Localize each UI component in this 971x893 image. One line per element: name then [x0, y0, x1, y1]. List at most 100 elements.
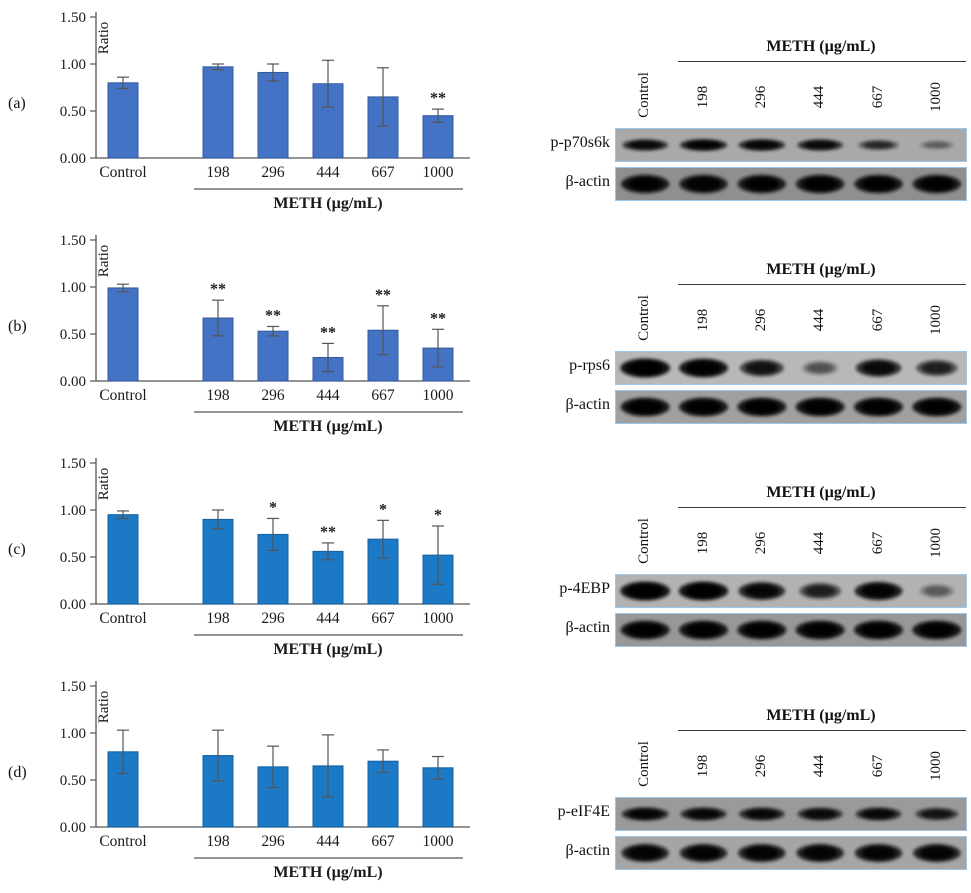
- blot-lane-label-296: 296: [753, 531, 769, 555]
- blot-lane-label-control: Control: [636, 518, 652, 564]
- blot-lane-label-667: 667: [870, 85, 886, 109]
- blot-strip-protein-c: [615, 574, 967, 608]
- svg-text:667: 667: [371, 610, 395, 627]
- blot-lane-label-1000: 1000: [928, 528, 944, 558]
- svg-text:667: 667: [371, 833, 395, 850]
- blot-meth-header: METH (µg/mL): [766, 484, 876, 501]
- bar-chart-a: 0.00 0.50 1.00 1.50 Ratio Control 198 296 444 667…: [60, 10, 470, 212]
- blot-meth-header: METH (µg/mL): [766, 38, 876, 55]
- svg-text:1000: 1000: [423, 164, 454, 181]
- svg-text:METH (µg/mL): METH (µg/mL): [273, 864, 382, 881]
- blot-lane-label-198: 198: [695, 308, 711, 332]
- blot-lane-label-1000: 1000: [928, 751, 944, 781]
- svg-text:Control: Control: [99, 610, 146, 627]
- svg-text:198: 198: [206, 387, 230, 404]
- svg-text:198: 198: [206, 833, 230, 850]
- blot-protein-label: p-eIF4E: [557, 803, 610, 820]
- svg-text:**: **: [375, 287, 391, 304]
- figure-row-a: (a) 0.00 0.50 1.00 1.50 Ratio Control 198 296 44…: [0, 0, 971, 223]
- panel-letter-c: (c): [8, 541, 26, 558]
- svg-text:1.50: 1.50: [60, 10, 86, 26]
- blot-protein-label: p-p70s6k: [550, 134, 610, 151]
- svg-text:1.50: 1.50: [60, 679, 86, 695]
- bar-chart-d: 0.00 0.50 1.00 1.50 Ratio Control 198 296 444 667…: [60, 679, 470, 881]
- blot-header-underline: [678, 730, 966, 731]
- blot-meth-header: METH (µg/mL): [766, 707, 876, 724]
- svg-text:0.50: 0.50: [60, 773, 86, 789]
- blot-header-underline: [678, 507, 966, 508]
- svg-text:444: 444: [316, 164, 340, 181]
- blot-header-underline: [678, 61, 966, 62]
- blot-strip-actin-c: [615, 613, 967, 647]
- svg-text:667: 667: [371, 387, 395, 404]
- blot-lane-label-control: Control: [636, 741, 652, 787]
- svg-text:1.00: 1.00: [60, 280, 86, 296]
- svg-text:METH (µg/mL): METH (µg/mL): [273, 195, 382, 212]
- blot-lane-label-444: 444: [811, 531, 827, 555]
- blot-protein-label: p-rps6: [569, 357, 610, 374]
- figure-row-d: (d) 0.00 0.50 1.00 1.50 Ratio Control 198 296 44…: [0, 669, 971, 892]
- svg-text:1000: 1000: [423, 833, 454, 850]
- svg-text:0.50: 0.50: [60, 104, 86, 120]
- svg-text:0.50: 0.50: [60, 550, 86, 566]
- blot-lane-label-198: 198: [695, 531, 711, 555]
- svg-text:**: **: [430, 310, 446, 327]
- svg-text:444: 444: [316, 833, 340, 850]
- svg-text:Ratio: Ratio: [96, 468, 112, 501]
- blot-strip-protein-d: [615, 797, 967, 831]
- figure-row-b: (b) 0.00 0.50 1.00 1.50 Ratio Control ** 198 ** 2…: [0, 223, 971, 446]
- svg-text:0.00: 0.00: [60, 374, 86, 390]
- svg-text:Control: Control: [99, 164, 146, 181]
- blot-strip-protein-a: [615, 128, 967, 162]
- svg-text:198: 198: [206, 610, 230, 627]
- blot-header-underline: [678, 284, 966, 285]
- svg-text:0.50: 0.50: [60, 327, 86, 343]
- blot-lane-label-667: 667: [870, 754, 886, 778]
- blot-lane-label-444: 444: [811, 308, 827, 332]
- blot-lane-label-667: 667: [870, 308, 886, 332]
- blot-lane-label-control: Control: [636, 72, 652, 118]
- blot-lane-label-296: 296: [753, 85, 769, 109]
- svg-text:*: *: [434, 507, 442, 524]
- svg-text:296: 296: [261, 164, 285, 181]
- svg-text:Ratio: Ratio: [96, 691, 112, 724]
- blot-lane-label-444: 444: [811, 85, 827, 109]
- svg-text:1.50: 1.50: [60, 233, 86, 249]
- svg-text:0.00: 0.00: [60, 820, 86, 836]
- svg-text:*: *: [379, 501, 387, 518]
- blot-actin-label: β-actin: [565, 396, 610, 413]
- svg-text:1.50: 1.50: [60, 456, 86, 472]
- bar-chart-b: 0.00 0.50 1.00 1.50 Ratio Control ** 198 ** 296 **…: [60, 233, 470, 435]
- blot-lane-label-296: 296: [753, 308, 769, 332]
- svg-text:444: 444: [316, 387, 340, 404]
- svg-text:**: **: [265, 307, 281, 324]
- blot-lane-label-296: 296: [753, 754, 769, 778]
- blot-actin-label: β-actin: [565, 619, 610, 636]
- svg-text:296: 296: [261, 833, 285, 850]
- svg-text:Control: Control: [99, 387, 146, 404]
- blot-lane-label-444: 444: [811, 754, 827, 778]
- figure-row-c: (c) 0.00 0.50 1.00 1.50 Ratio Control 198 * 296 *…: [0, 446, 971, 669]
- svg-text:Ratio: Ratio: [96, 22, 112, 55]
- svg-text:1000: 1000: [423, 610, 454, 627]
- svg-text:0.00: 0.00: [60, 597, 86, 613]
- blot-protein-label: p-4EBP: [559, 580, 610, 597]
- svg-text:667: 667: [371, 164, 395, 181]
- svg-text:1.00: 1.00: [60, 57, 86, 73]
- blot-lane-label-1000: 1000: [928, 305, 944, 335]
- svg-text:**: **: [320, 324, 336, 341]
- svg-text:*: *: [269, 499, 277, 516]
- blot-meth-header: METH (µg/mL): [766, 261, 876, 278]
- panel-letter-b: (b): [8, 318, 27, 335]
- svg-text:Control: Control: [99, 833, 146, 850]
- blot-strip-actin-b: [615, 390, 967, 424]
- blot-lane-label-667: 667: [870, 531, 886, 555]
- svg-text:**: **: [320, 524, 336, 541]
- svg-text:296: 296: [261, 387, 285, 404]
- blot-actin-label: β-actin: [565, 173, 610, 190]
- svg-text:1.00: 1.00: [60, 503, 86, 519]
- svg-text:METH (µg/mL): METH (µg/mL): [273, 418, 382, 435]
- panel-letter-d: (d): [8, 764, 27, 781]
- svg-text:METH (µg/mL): METH (µg/mL): [273, 641, 382, 658]
